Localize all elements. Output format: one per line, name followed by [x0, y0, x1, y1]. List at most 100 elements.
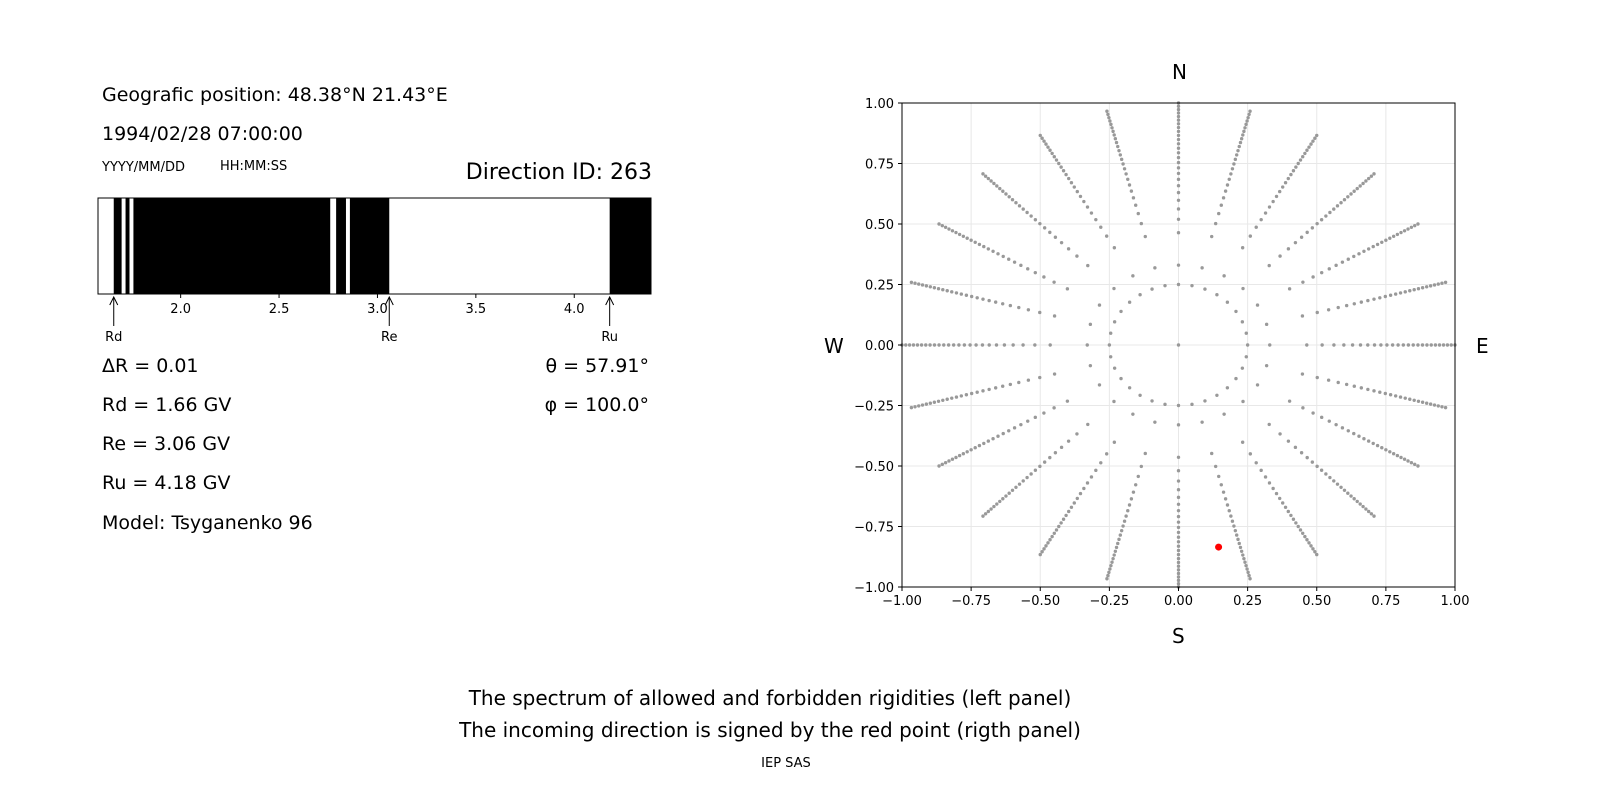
grid-point	[1385, 343, 1389, 347]
grid-point	[1038, 552, 1042, 557]
grid-point	[1176, 104, 1181, 108]
grid-point	[1176, 129, 1181, 134]
x-tick-label: 0.75	[1371, 594, 1400, 609]
grid-point	[1254, 461, 1258, 465]
grid-point	[1326, 308, 1331, 312]
grid-point	[1112, 399, 1116, 404]
grid-point	[1176, 488, 1181, 492]
grid-point	[1131, 274, 1135, 278]
grid-point	[1001, 189, 1005, 193]
grid-point	[1335, 482, 1340, 486]
y-tick-label: 0.00	[865, 339, 894, 354]
grid-point	[1346, 491, 1350, 495]
grid-point	[940, 462, 944, 467]
grid-point	[1263, 475, 1268, 479]
grid-point	[1225, 503, 1230, 507]
grid-point	[937, 222, 941, 226]
grid-point	[1176, 207, 1181, 211]
grid-point	[1358, 502, 1362, 506]
grid-point	[1052, 531, 1056, 536]
grid-point	[954, 395, 959, 399]
grid-point	[1248, 109, 1252, 113]
grid-point	[1234, 376, 1238, 381]
grid-point	[1372, 172, 1376, 176]
grid-point	[1237, 541, 1241, 546]
grid-point	[1313, 550, 1317, 554]
grid-point	[1150, 287, 1154, 291]
grid-point	[1440, 405, 1444, 409]
grid-point	[1255, 383, 1260, 387]
grid-point	[1240, 320, 1245, 324]
grid-point	[1406, 459, 1410, 463]
grid-point	[1109, 563, 1113, 568]
grid-point	[1398, 291, 1403, 295]
grid-point	[1089, 211, 1094, 215]
grid-point	[1143, 451, 1147, 456]
grid-point	[1082, 199, 1086, 204]
grid-point	[1396, 343, 1400, 347]
grid-point	[1241, 553, 1245, 557]
grid-point	[1021, 343, 1025, 347]
grid-point	[1176, 495, 1181, 500]
grid-point	[1019, 263, 1023, 268]
grid-point	[932, 286, 937, 290]
grid-point	[1089, 475, 1094, 479]
grid-point	[1217, 211, 1221, 216]
grid-point	[961, 234, 966, 238]
grid-point	[1025, 210, 1029, 215]
x-tick-label: 1.00	[1441, 594, 1470, 609]
grid-point	[995, 184, 999, 188]
grid-point	[1384, 448, 1388, 452]
grid-point	[1233, 157, 1238, 162]
grid-point	[1358, 343, 1363, 347]
grid-point	[1176, 502, 1181, 506]
grid-point	[1215, 393, 1219, 398]
grid-point	[1153, 420, 1157, 424]
grid-point	[1104, 452, 1109, 456]
compass-west: W	[824, 334, 844, 358]
grid-point	[1287, 399, 1292, 403]
y-tick-label: 0.25	[865, 279, 894, 294]
grid-point	[1357, 434, 1361, 438]
grid-point	[1267, 481, 1272, 485]
direction-id: Direction ID: 263	[465, 160, 652, 185]
grid-point	[1334, 422, 1338, 427]
grid-point	[1176, 125, 1181, 130]
grid-point	[1398, 395, 1403, 399]
grid-point	[1150, 399, 1154, 403]
grid-point	[1237, 144, 1241, 149]
grid-point	[1124, 172, 1128, 176]
grid-point	[1355, 186, 1359, 191]
theta-value: θ = 57.91°	[545, 355, 649, 377]
grid-point	[1291, 169, 1296, 173]
x-tick-label: 0.00	[1164, 594, 1193, 609]
grid-point	[1176, 423, 1181, 427]
grid-point	[946, 343, 951, 347]
x-tick-label: −0.75	[951, 594, 991, 609]
grid-point	[1241, 133, 1245, 137]
grid-point	[1359, 386, 1364, 390]
grid-point	[1010, 198, 1015, 202]
grid-point	[1048, 148, 1052, 152]
grid-point	[1222, 274, 1226, 278]
grid-point	[1176, 403, 1181, 408]
grid-point	[1436, 282, 1440, 286]
phi-value: φ = 100.0°	[544, 394, 649, 416]
grid-point	[1413, 223, 1417, 228]
grid-point	[1366, 343, 1370, 347]
grid-point	[1057, 161, 1061, 166]
grid-point	[1244, 331, 1248, 335]
re-value: Re = 3.06 GV	[102, 433, 231, 455]
grid-point	[1136, 211, 1140, 216]
grid-point	[1399, 455, 1403, 460]
grid-point	[1210, 234, 1214, 239]
grid-point	[1388, 293, 1393, 297]
grid-point	[1176, 263, 1181, 267]
grid-point	[932, 343, 937, 347]
grid-point	[987, 298, 991, 303]
grid-point	[1375, 242, 1380, 247]
grid-point	[1267, 205, 1272, 209]
grid-point	[924, 343, 928, 347]
x-tick-label: 0.25	[1233, 594, 1262, 609]
grid-point	[1246, 570, 1250, 575]
